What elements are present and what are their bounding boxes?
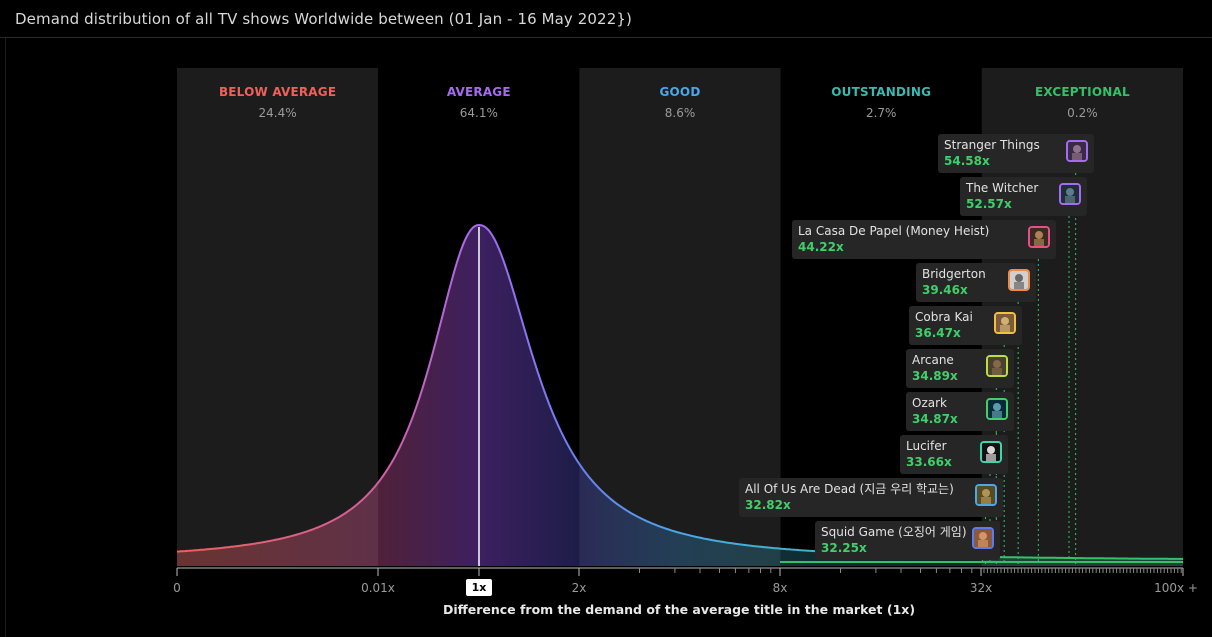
title-card[interactable]: Arcane 34.89x xyxy=(906,349,1014,388)
x-tick-label: 0.01x xyxy=(361,581,395,595)
title-card[interactable]: La Casa De Papel (Money Heist) 44.22x xyxy=(792,220,1056,259)
band-label: GOOD xyxy=(659,85,700,99)
distribution-curve xyxy=(176,223,1183,560)
cobra-kai-poster-icon xyxy=(994,312,1016,334)
title-name: The Witcher xyxy=(966,181,1039,195)
title-card[interactable]: The Witcher 52.57x xyxy=(960,177,1087,216)
bridgerton-poster-icon xyxy=(1008,269,1030,291)
the-witcher-poster-icon xyxy=(1059,183,1081,205)
title-demand-value: 34.87x xyxy=(912,412,958,426)
squid-game-poster-icon xyxy=(972,527,994,549)
title-demand-value: 44.22x xyxy=(798,240,844,254)
x-tick-label: 0 xyxy=(173,581,181,595)
title-card[interactable]: Ozark 34.87x xyxy=(906,392,1014,431)
title-divider xyxy=(0,37,1212,38)
x-tick-label-1x: 1x xyxy=(466,579,492,596)
x-tick-label: 2x xyxy=(572,581,587,595)
title-demand-value: 52.57x xyxy=(966,197,1012,211)
title-card[interactable]: All Of Us Are Dead (지금 우리 학교는) 32.82x xyxy=(739,478,1003,517)
title-card[interactable]: Stranger Things 54.58x xyxy=(938,134,1094,173)
title-name: Stranger Things xyxy=(944,138,1040,152)
money-heist-poster-icon xyxy=(1028,226,1050,248)
title-name: Bridgerton xyxy=(922,267,986,281)
all-of-us-are-dead-poster-icon xyxy=(975,484,997,506)
title-card[interactable]: Lucifer 33.66x xyxy=(900,435,1008,474)
band-label: EXCEPTIONAL xyxy=(1035,85,1130,99)
left-divider xyxy=(5,38,6,637)
band-label: AVERAGE xyxy=(447,85,511,99)
title-name: La Casa De Papel (Money Heist) xyxy=(798,224,990,238)
band-label: BELOW AVERAGE xyxy=(219,85,336,99)
panel-title: Demand distribution of all TV shows Worl… xyxy=(15,10,632,28)
band-below-average xyxy=(177,68,379,566)
band-share: 2.7% xyxy=(866,106,897,120)
title-demand-value: 39.46x xyxy=(922,283,968,297)
x-tick-label: 100x + xyxy=(1154,581,1198,595)
title-demand-value: 32.25x xyxy=(821,541,867,555)
title-card[interactable]: Cobra Kai 36.47x xyxy=(909,306,1022,345)
x-axis-title: Difference from the demand of the averag… xyxy=(443,602,915,617)
ozark-poster-icon xyxy=(986,398,1008,420)
title-name: Squid Game (오징어 게임) xyxy=(821,525,967,539)
title-card[interactable]: Bridgerton 39.46x xyxy=(916,263,1036,302)
arcane-poster-icon xyxy=(986,355,1008,377)
x-tick-label: 32x xyxy=(970,581,992,595)
stranger-things-poster-icon xyxy=(1066,140,1088,162)
lucifer-poster-icon xyxy=(980,441,1002,463)
title-name: Lucifer xyxy=(906,439,947,453)
title-name: Arcane xyxy=(912,353,954,367)
title-demand-value: 36.47x xyxy=(915,326,961,340)
title-demand-value: 32.82x xyxy=(745,498,791,512)
title-demand-value: 34.89x xyxy=(912,369,958,383)
title-name: All Of Us Are Dead (지금 우리 학교는) xyxy=(745,482,954,496)
band-label: OUTSTANDING xyxy=(831,85,931,99)
distribution-area xyxy=(177,225,1183,566)
x-tick-label: 8x xyxy=(773,581,788,595)
band-share: 0.2% xyxy=(1067,106,1098,120)
title-name: Cobra Kai xyxy=(915,310,973,324)
title-demand-value: 33.66x xyxy=(906,455,952,469)
title-name: Ozark xyxy=(912,396,947,410)
band-share: 24.4% xyxy=(259,106,297,120)
band-share: 8.6% xyxy=(665,106,696,120)
title-card[interactable]: Squid Game (오징어 게임) 32.25x xyxy=(815,521,1000,560)
band-share: 64.1% xyxy=(460,106,498,120)
title-demand-value: 54.58x xyxy=(944,154,990,168)
